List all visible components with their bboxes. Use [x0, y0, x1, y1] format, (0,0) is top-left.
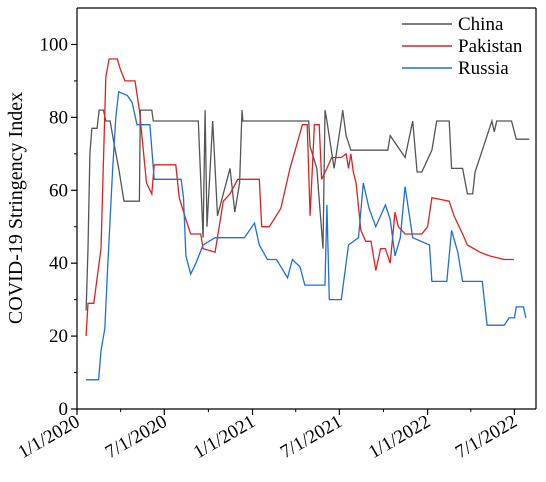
legend-label-pakistan: Pakistan — [458, 36, 523, 57]
y-tick-label: 0 — [59, 399, 69, 420]
y-tick-label: 20 — [49, 326, 68, 347]
y-tick-label: 40 — [49, 253, 68, 274]
series-line-pakistan — [85, 58, 514, 337]
x-tick-label: 1/1/2022 — [365, 411, 434, 463]
x-tick-label: 7/1/2021 — [277, 411, 346, 463]
y-tick-label: 60 — [49, 180, 68, 201]
y-tick-label: 80 — [49, 107, 68, 128]
legend-label-russia: Russia — [458, 58, 509, 79]
x-tick-label: 1/1/2021 — [190, 411, 259, 463]
x-tick-label: 1/1/2020 — [14, 411, 83, 463]
y-ticks: 0 20 40 60 80 100 — [40, 34, 77, 420]
y-axis-title: COVID-19 Stringency Index — [5, 92, 27, 324]
x-tick-label: 7/1/2022 — [452, 411, 521, 463]
legend-label-china: China — [458, 14, 504, 35]
series-line-russia — [86, 90, 527, 381]
x-tick-label: 7/1/2020 — [102, 411, 171, 463]
y-tick-label: 100 — [40, 34, 69, 55]
x-ticks: 1/1/2020 7/1/2020 1/1/2021 7/1/2021 1/1/2022… — [14, 409, 521, 463]
plot-area — [85, 58, 530, 381]
axes: 0 20 40 60 80 100 1/1/2020 7/1/2020 1/1/2021 7/1… — [5, 7, 537, 463]
series-line-china — [85, 109, 530, 311]
